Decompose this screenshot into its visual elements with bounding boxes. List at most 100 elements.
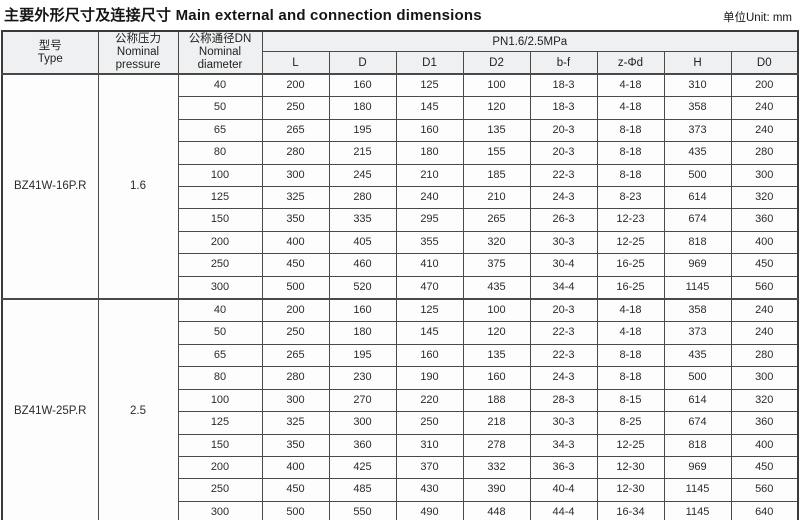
table-row: 200 400 405 355 320 30-3 12-25 818 400 [2,230,799,255]
dimension-value-cell: 145 [395,321,464,345]
dimension-value-cell: 20-3 [529,141,598,165]
dn-cell: 250 [177,253,263,277]
dn-cell: 80 [177,366,263,390]
dn-cell: 100 [177,163,263,188]
dimension-value-cell: 188 [462,388,531,413]
dimension-value-cell: 12-25 [596,230,665,255]
table-row: 65 265 195 160 135 20-3 8-18 373 240 [2,118,799,143]
pressure-cell: 2.5 [97,298,179,520]
dimension-value-cell: 215 [328,141,397,165]
dimension-value-cell: 430 [395,478,464,502]
dimension-value-cell: 560 [730,275,799,300]
table-row: BZ41W-25P.R 2.5 40 200 160 125 100 20-3 4-18 358 2… [1,298,799,520]
dimension-value-cell: 180 [328,321,397,345]
dimension-value-cell: 485 [328,478,397,502]
dimension-value-cell: 450 [730,455,799,480]
dimension-value-cell: 460 [328,253,397,277]
dimension-value-cell: 16-25 [596,253,665,277]
dimension-value-cell: 180 [328,96,397,120]
dimension-value-cell: 1145 [663,500,732,520]
dimension-value-cell: 160 [328,298,397,323]
dimension-value-cell: 26-3 [529,208,598,232]
dn-cell: 40 [177,298,263,323]
dimension-value-cell: 135 [462,343,531,368]
column-header-diameter-zh: 公称通径DN [188,33,252,45]
table-row: 300 500 550 490 448 44-4 16-34 1145 640 [2,500,799,520]
dimension-value-cell: 265 [462,208,531,232]
dimension-value-cell: 390 [462,478,531,502]
dimension-value-cell: 295 [395,208,464,232]
dimension-value-cell: 640 [730,500,799,520]
dimension-value-cell: 490 [395,500,464,520]
dimension-value-cell: 120 [462,321,531,345]
dimension-value-cell: 210 [395,163,464,188]
table-row: 100 300 270 220 188 28-3 8-15 614 320 [2,388,799,413]
dimension-value-cell: 28-3 [529,388,598,413]
dimension-value-cell: 22-3 [529,163,598,188]
dimension-value-cell: 425 [328,455,397,480]
table-row: 200 400 425 370 332 36-3 12-30 969 450 [2,455,799,480]
dimension-value-cell: 8-18 [596,343,665,368]
dimension-value-cell: 30-3 [529,230,598,255]
column-header-pressure-en2: pressure [115,59,161,71]
dimension-value-cell: 20-3 [529,118,598,143]
dimension-value-cell: 195 [328,343,397,368]
dimension-value-cell: 34-4 [529,275,598,300]
dimension-value-cell: 44-4 [529,500,598,520]
dimension-value-cell: 20-3 [529,298,598,323]
column-header-bf: b-f [529,51,598,75]
column-header-L: L [261,51,330,75]
page-title: 主要外形尺寸及连接尺寸 Main external and connection… [4,4,482,25]
dimension-value-cell: 435 [663,141,732,165]
dimension-value-cell: 4-18 [596,298,665,323]
column-header-zd: z-Φd [596,51,665,75]
dimension-value-cell: 12-30 [596,478,665,502]
dimension-value-cell: 435 [462,275,531,300]
dimension-value-cell: 370 [395,455,464,480]
table-row: 80 280 230 190 160 24-3 8-18 500 300 [2,366,799,390]
dimension-value-cell: 125 [395,298,464,323]
dn-cell: 300 [177,500,263,520]
column-header-diameter-en2: diameter [197,59,243,71]
column-header-pressure: 公称压力 Nominal pressure [97,30,179,75]
dimension-value-cell: 245 [328,163,397,188]
dimension-value-cell: 160 [395,343,464,368]
dimension-value-cell: 280 [261,366,330,390]
column-header-D2: D2 [462,51,531,75]
dimension-value-cell: 180 [395,141,464,165]
column-header-diameter-en1: Nominal [198,46,242,58]
dimension-value-cell: 500 [663,366,732,390]
dimension-value-cell: 135 [462,118,531,143]
column-header-type: 型号 Type [1,30,99,75]
dimension-value-cell: 520 [328,275,397,300]
dn-cell: 125 [177,411,263,435]
column-header-D1: D1 [395,51,464,75]
dn-cell: 80 [177,141,263,165]
dimension-value-cell: 24-3 [529,186,598,210]
dimension-value-cell: 1145 [663,275,732,300]
dimension-value-cell: 280 [730,141,799,165]
dimension-value-cell: 160 [328,73,397,98]
dimension-value-cell: 250 [261,321,330,345]
dimension-value-cell: 355 [395,230,464,255]
dimension-value-cell: 30-3 [529,411,598,435]
dimension-value-cell: 400 [261,230,330,255]
dimension-value-cell: 310 [663,73,732,98]
dimension-value-cell: 300 [261,388,330,413]
dimension-value-cell: 614 [663,388,732,413]
title-bar: 主要外形尺寸及连接尺寸 Main external and connection… [1,3,799,30]
dimension-value-cell: 8-18 [596,366,665,390]
dimension-value-cell: 4-18 [596,73,665,98]
dimension-value-cell: 400 [261,455,330,480]
table-row: 100 300 245 210 185 22-3 8-18 500 300 [2,163,799,188]
table-row: 50 250 180 145 120 22-3 4-18 373 240 [2,321,799,345]
dimension-value-cell: 373 [663,321,732,345]
dimension-value-cell: 969 [663,253,732,277]
pressure-cell: 1.6 [97,72,179,300]
dimension-value-cell: 40-4 [529,478,598,502]
dimension-value-cell: 250 [395,411,464,435]
dimension-value-cell: 22-3 [529,321,598,345]
dimension-value-cell: 335 [328,208,397,232]
dimension-value-cell: 240 [730,96,799,120]
dimension-value-cell: 360 [328,433,397,457]
